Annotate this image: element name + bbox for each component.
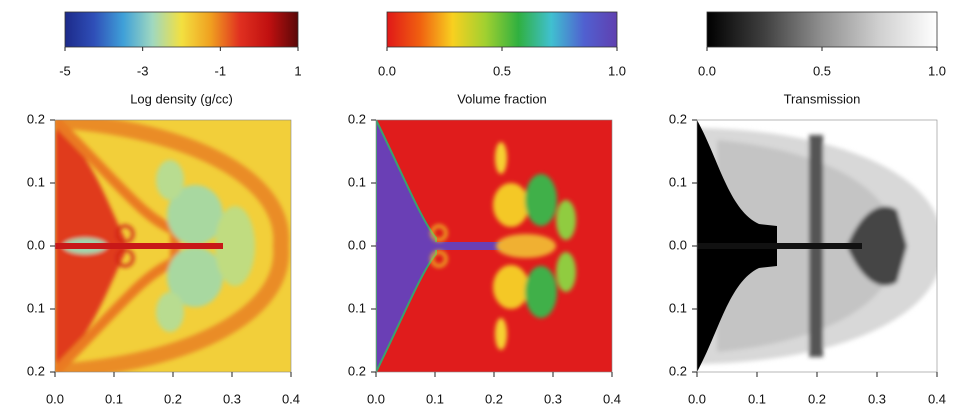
density-image bbox=[55, 120, 291, 372]
x-tick-label: 0.0 bbox=[367, 391, 385, 406]
x-tick-label: 0.1 bbox=[105, 391, 123, 406]
y-tick-label: 0.0 bbox=[27, 237, 45, 252]
y-tick-label: 0.0 bbox=[348, 237, 366, 252]
colorbar-tick-label: 0.0 bbox=[378, 63, 396, 78]
colorbar-label: Volume fraction bbox=[457, 91, 547, 106]
colorbar-label: Log density (g/cc) bbox=[130, 91, 233, 106]
y-tick-label: 0.2 bbox=[27, 111, 45, 126]
colorbar-tick-label: 1.0 bbox=[608, 63, 626, 78]
y-tick-label: 0.2 bbox=[27, 363, 45, 378]
colorbar-tick-label: -3 bbox=[137, 63, 149, 78]
colorbar-tick-label: 0.5 bbox=[813, 63, 831, 78]
colorbar-tick-label: 1.0 bbox=[928, 63, 946, 78]
y-tick-label: 0.2 bbox=[348, 111, 366, 126]
x-tick-label: 0.4 bbox=[603, 391, 621, 406]
colorbar-tick-label: 0.5 bbox=[493, 63, 511, 78]
y-tick-label: 0.0 bbox=[669, 237, 687, 252]
y-tick-label: 0.2 bbox=[348, 363, 366, 378]
colorbar-tick-label: 1 bbox=[294, 63, 301, 78]
colorbar bbox=[706, 11, 938, 48]
colorbar bbox=[64, 11, 299, 48]
y-tick-label: 0.1 bbox=[348, 174, 366, 189]
x-tick-label: 0.2 bbox=[164, 391, 182, 406]
colorbar-tick-label: -1 bbox=[215, 63, 227, 78]
x-tick-label: 0.4 bbox=[928, 391, 946, 406]
x-tick-label: 0.0 bbox=[46, 391, 64, 406]
y-tick-label: 0.1 bbox=[348, 300, 366, 315]
x-tick-label: 0.0 bbox=[688, 391, 706, 406]
y-tick-label: 0.2 bbox=[669, 111, 687, 126]
x-tick-label: 0.4 bbox=[282, 391, 300, 406]
colorbar bbox=[386, 11, 618, 48]
y-tick-label: 0.2 bbox=[669, 363, 687, 378]
x-tick-label: 0.2 bbox=[485, 391, 503, 406]
colorbar-tick-label: -5 bbox=[59, 63, 71, 78]
x-tick-label: 0.3 bbox=[544, 391, 562, 406]
x-tick-label: 0.3 bbox=[223, 391, 241, 406]
x-tick-label: 0.1 bbox=[748, 391, 766, 406]
y-tick-label: 0.1 bbox=[669, 300, 687, 315]
y-tick-label: 0.1 bbox=[669, 174, 687, 189]
x-tick-label: 0.1 bbox=[426, 391, 444, 406]
volume-image bbox=[376, 120, 612, 372]
x-tick-label: 0.3 bbox=[868, 391, 886, 406]
y-tick-label: 0.1 bbox=[27, 300, 45, 315]
colorbar-label: Transmission bbox=[784, 91, 861, 106]
colorbar-tick-label: 0.0 bbox=[698, 63, 716, 78]
x-tick-label: 0.2 bbox=[808, 391, 826, 406]
transmission-image bbox=[697, 120, 937, 372]
y-tick-label: 0.1 bbox=[27, 174, 45, 189]
